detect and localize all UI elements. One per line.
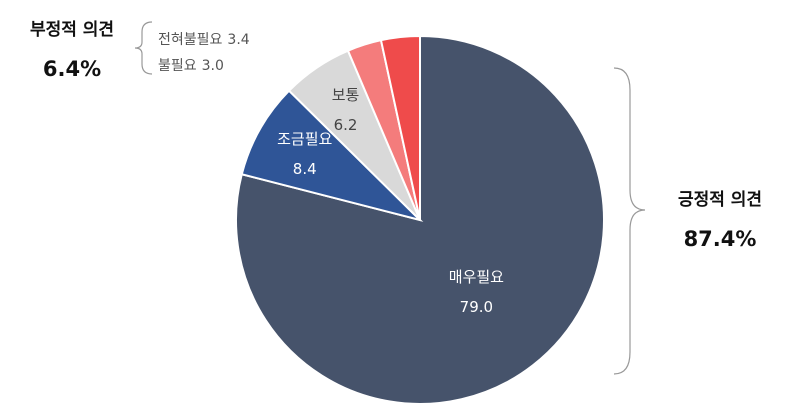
value-label: 6.2 (334, 116, 358, 134)
slice-label: 보통 (332, 86, 360, 104)
slice-label: 전혀불필요 (158, 32, 223, 48)
annotation-text: 6.4% (43, 57, 101, 81)
pie-slice (240, 89, 424, 222)
slice-label: 불필요 (158, 58, 197, 74)
annotation-text: 87.4% (684, 227, 757, 251)
bracket (134, 21, 153, 75)
value-label: 8.4 (293, 160, 317, 178)
value-label: 3.0 (202, 58, 224, 74)
value-label: 79.0 (460, 298, 493, 316)
annotation-title: 긍정적 의견 (678, 190, 762, 210)
pie-slice (379, 34, 421, 221)
bracket (613, 67, 646, 375)
value-label: 3.4 (227, 32, 249, 48)
slice-label: 매우필요 (449, 268, 504, 286)
annotation-title: 부정적 의견 (30, 20, 114, 40)
slice-label: 조금필요 (277, 130, 332, 148)
pie-slice (235, 34, 605, 405)
